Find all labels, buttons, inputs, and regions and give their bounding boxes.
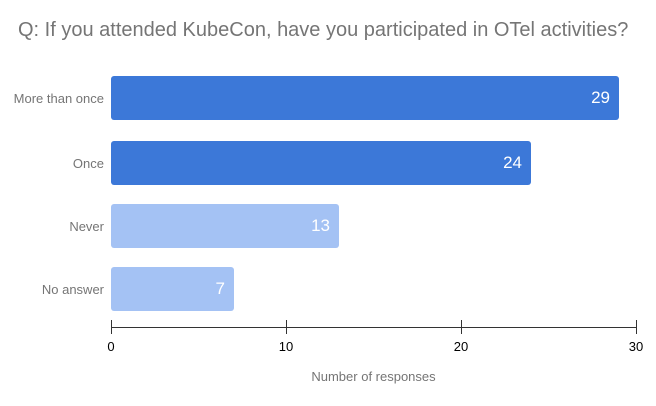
category-label: Once xyxy=(72,155,104,171)
category-label: No answer xyxy=(41,281,104,297)
bar-value-label: 13 xyxy=(311,216,330,235)
x-axis-tick-mark xyxy=(111,320,112,334)
x-axis-tick-mark xyxy=(636,320,637,334)
bar: 13 xyxy=(111,204,339,248)
x-axis-tick-mark xyxy=(461,320,462,334)
x-axis-tick-label: 30 xyxy=(628,339,644,354)
x-axis-title: Number of responses xyxy=(311,369,436,384)
x-axis-tick-label: 10 xyxy=(278,339,294,354)
x-axis-tick-mark xyxy=(286,320,287,334)
x-axis-tick-label: 0 xyxy=(107,339,115,354)
x-axis-line xyxy=(111,327,637,328)
x-axis-tick-label: 20 xyxy=(453,339,469,354)
bar-value-label: 7 xyxy=(215,279,225,298)
category-label: Never xyxy=(69,218,104,234)
bar: 24 xyxy=(111,141,531,185)
bar: 29 xyxy=(111,76,619,120)
bar-value-label: 29 xyxy=(591,88,610,107)
chart-title: Q: If you attended KubeCon, have you par… xyxy=(18,19,629,41)
category-label: More than once xyxy=(13,90,104,106)
bar: 7 xyxy=(111,267,234,311)
bar-value-label: 24 xyxy=(503,153,522,172)
